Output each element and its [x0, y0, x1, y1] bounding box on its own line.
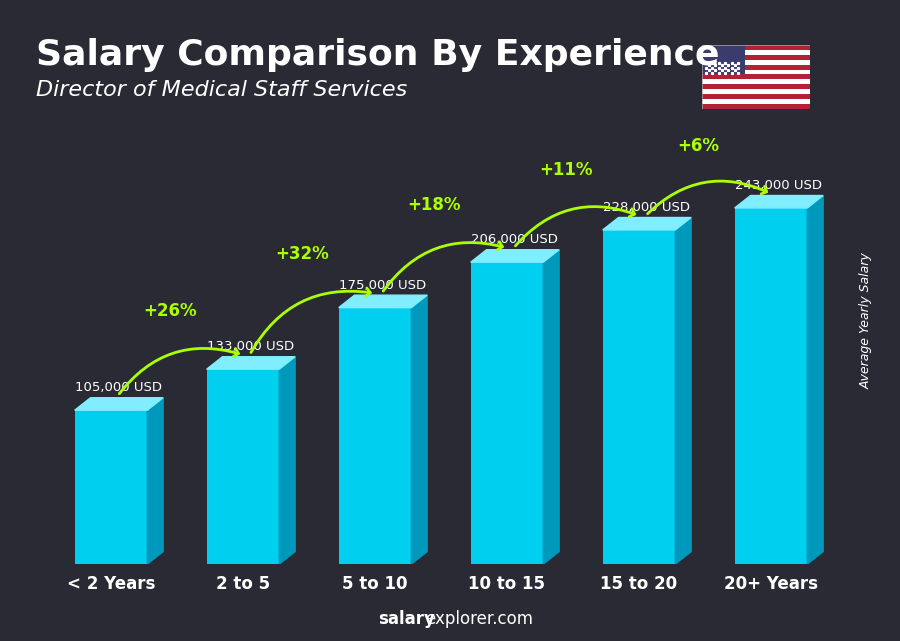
Polygon shape: [734, 196, 824, 208]
Polygon shape: [675, 217, 691, 564]
Bar: [702, 79, 810, 85]
Bar: [702, 94, 810, 99]
Polygon shape: [544, 250, 559, 564]
Text: +11%: +11%: [540, 162, 593, 179]
Text: Director of Medical Staff Services: Director of Medical Staff Services: [36, 80, 407, 100]
Bar: [75, 410, 148, 564]
Text: 206,000 USD: 206,000 USD: [472, 233, 558, 246]
Text: 228,000 USD: 228,000 USD: [603, 201, 690, 214]
Text: Average Yearly Salary: Average Yearly Salary: [860, 252, 873, 389]
Bar: [702, 74, 810, 79]
Bar: [207, 369, 279, 564]
Bar: [702, 85, 810, 89]
Text: 105,000 USD: 105,000 USD: [76, 381, 162, 394]
Text: explorer.com: explorer.com: [425, 610, 533, 628]
Bar: [702, 54, 810, 60]
Polygon shape: [148, 398, 163, 564]
Bar: [603, 230, 675, 564]
Bar: [702, 65, 810, 69]
Bar: [702, 45, 745, 74]
Polygon shape: [207, 356, 295, 369]
Bar: [702, 99, 810, 104]
Bar: [702, 104, 810, 109]
Polygon shape: [75, 398, 163, 410]
Text: 175,000 USD: 175,000 USD: [339, 279, 427, 292]
Text: +26%: +26%: [144, 303, 197, 320]
Bar: [702, 89, 810, 94]
Polygon shape: [603, 217, 691, 230]
Text: +32%: +32%: [275, 245, 329, 263]
Polygon shape: [411, 295, 428, 564]
Text: 133,000 USD: 133,000 USD: [207, 340, 294, 353]
Text: Salary Comparison By Experience: Salary Comparison By Experience: [36, 38, 719, 72]
Polygon shape: [279, 356, 295, 564]
Polygon shape: [807, 196, 824, 564]
Polygon shape: [471, 250, 559, 262]
Text: +18%: +18%: [408, 196, 461, 214]
Polygon shape: [338, 295, 427, 308]
Text: salary: salary: [378, 610, 435, 628]
Bar: [471, 262, 544, 564]
Text: 243,000 USD: 243,000 USD: [735, 179, 823, 192]
Bar: [338, 308, 411, 564]
Bar: [702, 69, 810, 74]
Bar: [702, 60, 810, 65]
Bar: [702, 50, 810, 54]
Text: +6%: +6%: [678, 137, 719, 155]
Text: salaryexplorer.com: salaryexplorer.com: [0, 640, 1, 641]
Bar: [702, 45, 810, 50]
Bar: [734, 208, 807, 564]
